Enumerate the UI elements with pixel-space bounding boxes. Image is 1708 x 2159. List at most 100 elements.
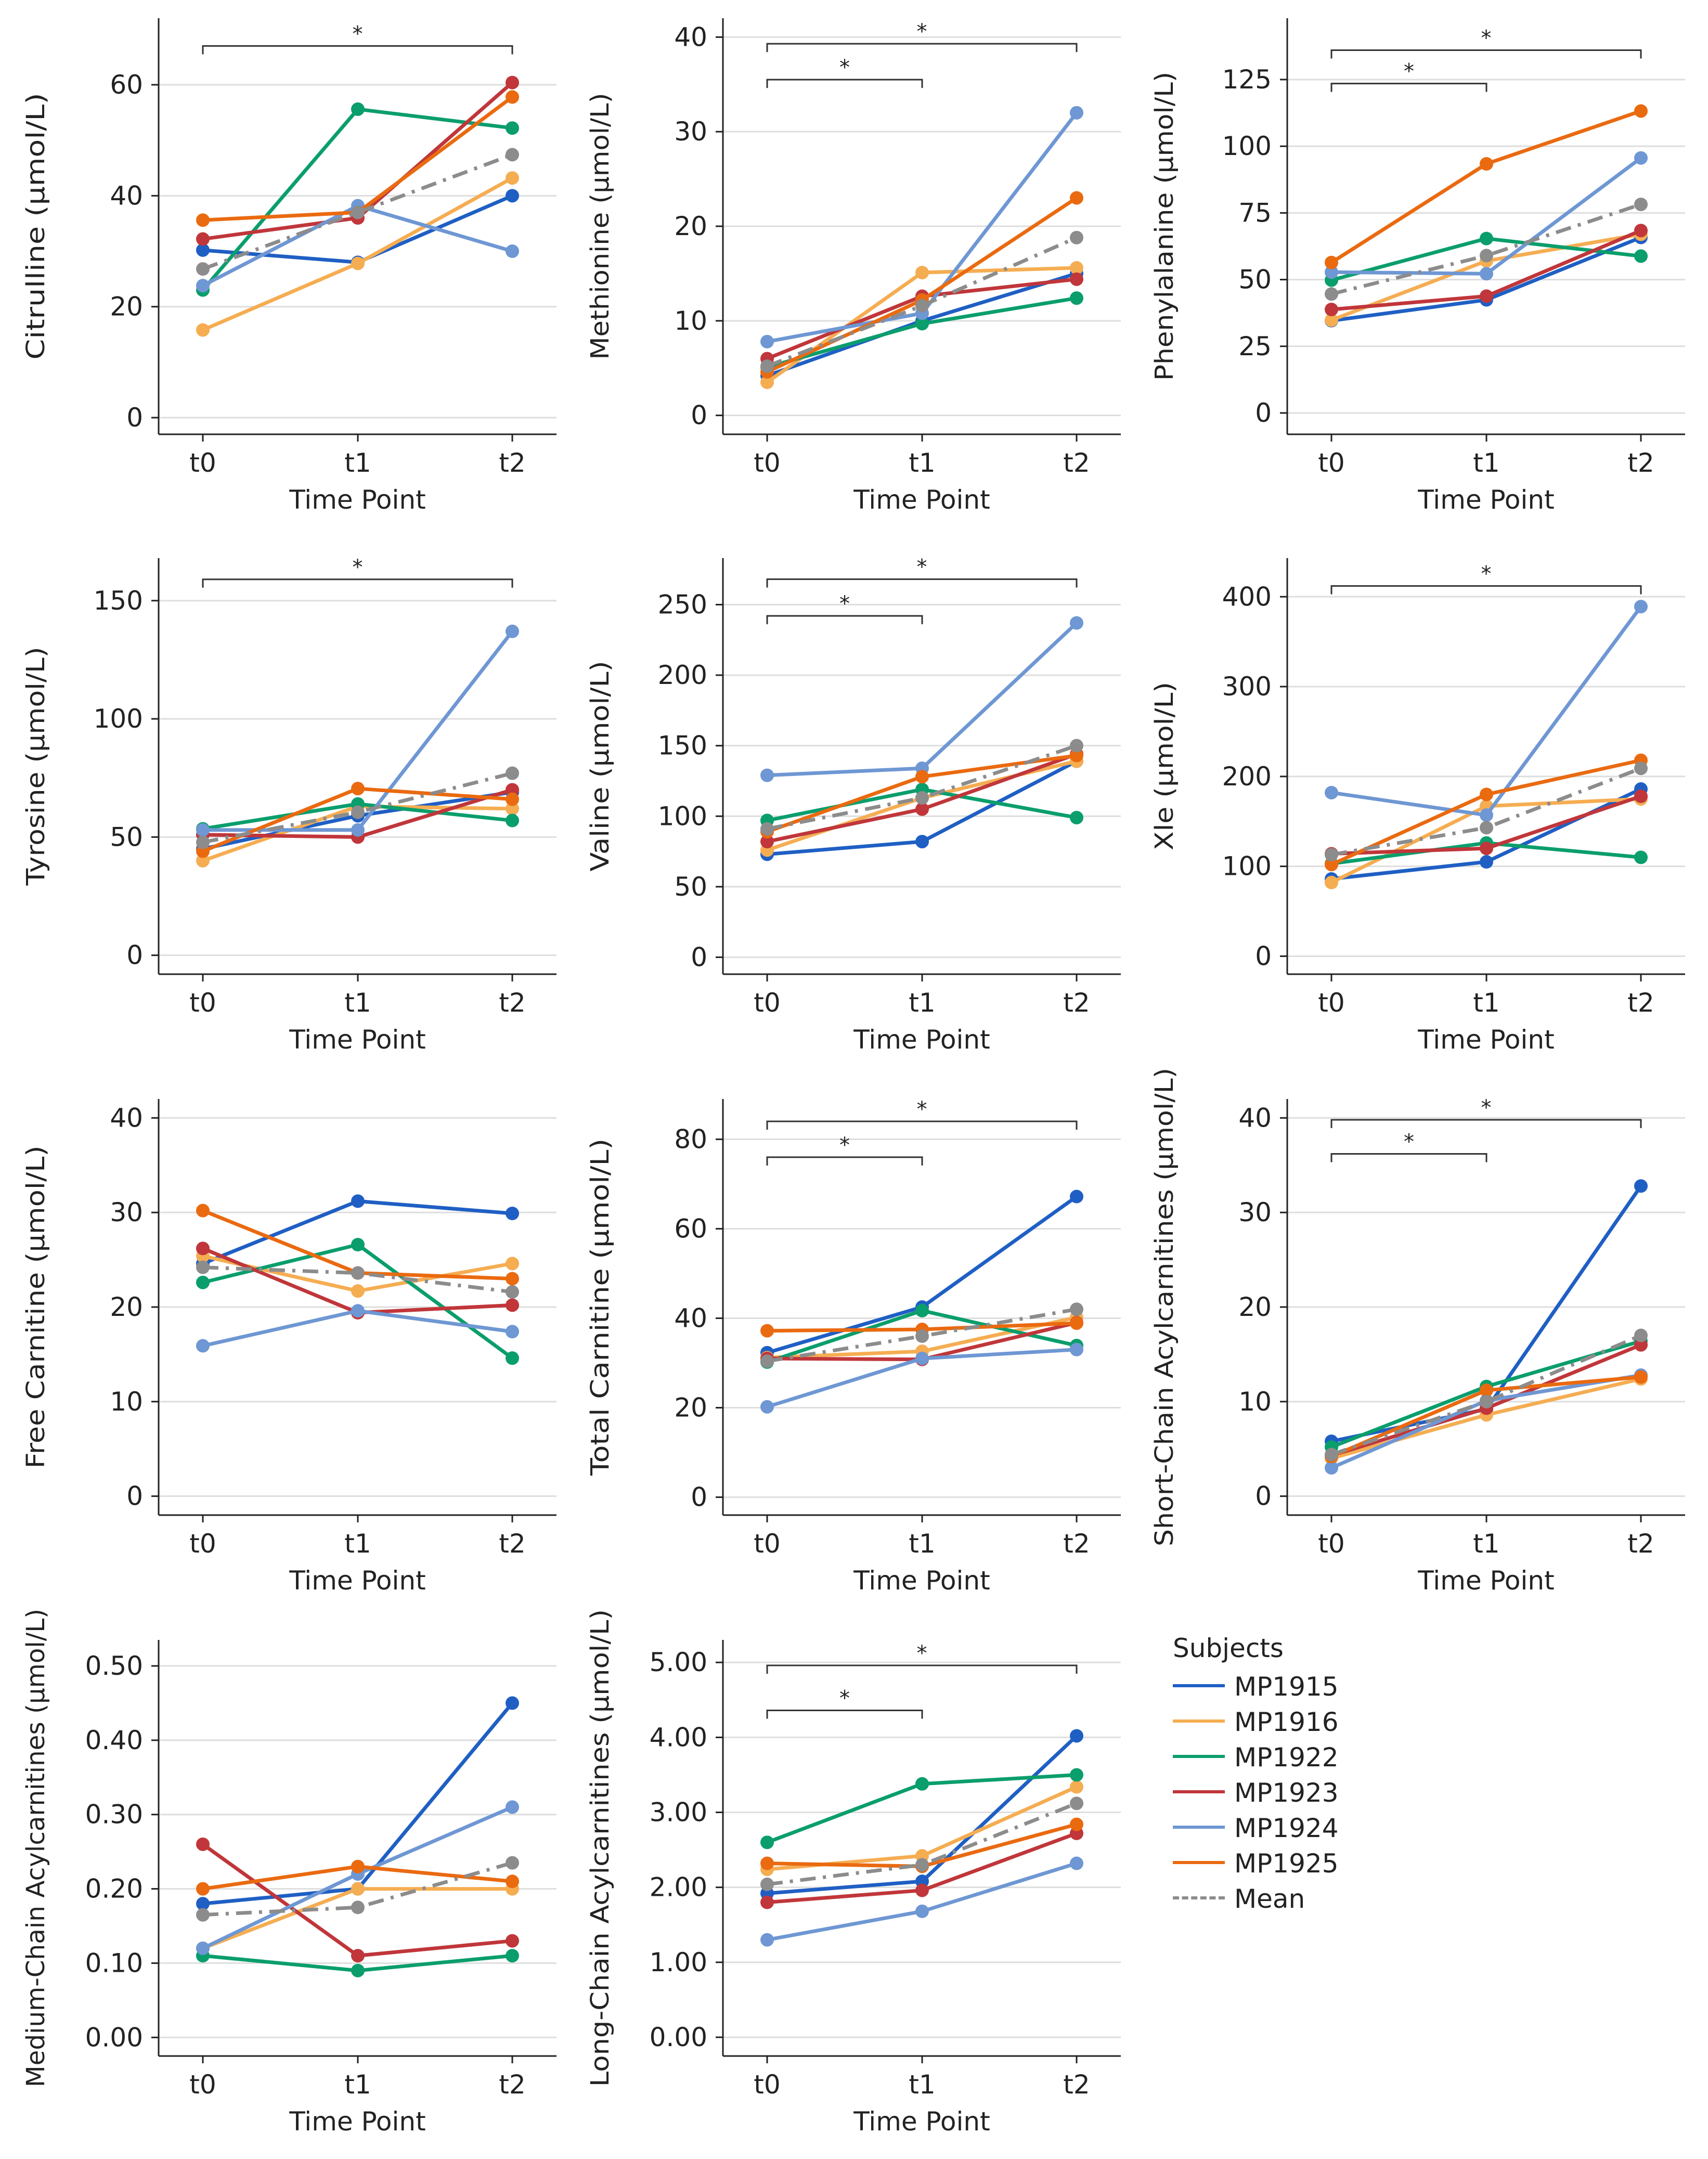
x-tick-label: t0 — [1318, 988, 1344, 1018]
y-axis-label: Short-Chain Acylcarnitines (µmol/L) — [1150, 1068, 1179, 1546]
data-point — [1634, 789, 1648, 803]
data-point — [1634, 104, 1648, 118]
x-axis-label: Time Point — [853, 2106, 990, 2137]
data-point — [196, 323, 210, 337]
data-point — [1325, 875, 1338, 889]
data-point — [506, 1856, 519, 1870]
data-point — [1634, 249, 1648, 263]
data-point — [915, 802, 929, 816]
series-mp1924 — [760, 1342, 1083, 1414]
series-mean — [760, 230, 1083, 373]
significance-bracket — [1330, 1119, 1642, 1128]
significance-bracket — [766, 1120, 1078, 1130]
series-mp1923 — [1325, 224, 1648, 316]
legend-item-mp1916: MP1916 — [1173, 1704, 1464, 1737]
y-tick-label: 0.20 — [85, 1874, 143, 1904]
data-point — [1325, 303, 1338, 316]
data-point — [1480, 855, 1493, 869]
y-axis-label: Tyrosine (µmol/L) — [21, 647, 50, 886]
legend-label: MP1916 — [1234, 1707, 1339, 1737]
y-tick-label: 30 — [1238, 1197, 1272, 1227]
series-line — [767, 622, 1078, 778]
y-tick-label: 0 — [691, 400, 707, 431]
data-point — [351, 1284, 365, 1298]
data-point — [915, 1777, 929, 1791]
data-point — [1325, 1447, 1338, 1462]
legend-swatch — [1173, 1896, 1225, 1899]
data-point — [1480, 808, 1493, 822]
y-tick-label: 40 — [674, 22, 707, 52]
significance-bracket — [766, 615, 923, 625]
data-point — [506, 1285, 519, 1299]
data-point — [196, 1339, 210, 1353]
y-tick-label: 0.50 — [85, 1651, 143, 1681]
data-point — [506, 1207, 519, 1220]
x-tick-label: t1 — [909, 448, 935, 478]
data-point — [1480, 267, 1493, 281]
data-point — [1480, 787, 1493, 801]
y-tick-label: 50 — [674, 872, 707, 902]
data-point — [196, 1242, 210, 1256]
data-point — [196, 213, 210, 227]
x-tick-label: t1 — [344, 1529, 371, 1559]
y-tick-label: 30 — [674, 117, 707, 147]
data-point — [1070, 616, 1083, 630]
y-tick-label: 0 — [1255, 941, 1272, 971]
significance-bracket — [202, 578, 513, 588]
data-point — [1325, 785, 1338, 799]
data-point — [1480, 842, 1493, 856]
significance-bracket — [766, 578, 1078, 588]
x-tick-label: t2 — [1627, 1529, 1654, 1559]
series-line — [1331, 202, 1642, 296]
y-axis-label: Long-Chain Acylcarnitines (µmol/L) — [586, 1609, 615, 2087]
data-point — [351, 805, 365, 819]
y-tick-label: 60 — [110, 70, 143, 100]
x-tick-label: t1 — [344, 988, 371, 1018]
data-point — [506, 121, 519, 135]
data-point — [760, 1324, 774, 1338]
data-point — [915, 791, 929, 805]
significance-bracket — [766, 1710, 923, 1719]
significance-bracket — [202, 45, 513, 55]
y-tick-label: 0.30 — [85, 1800, 143, 1830]
data-point — [506, 783, 519, 797]
data-point — [506, 1800, 519, 1814]
significance-label: * — [839, 1686, 850, 1710]
legend-item-mp1925: MP1925 — [1173, 1845, 1464, 1879]
data-point — [1480, 249, 1493, 263]
series-mp1916 — [760, 261, 1083, 389]
y-tick-label: 3.00 — [650, 1798, 707, 1828]
significance-label: * — [353, 22, 363, 46]
significance-label: * — [1481, 562, 1492, 586]
data-point — [506, 189, 519, 203]
significance-bracket — [1330, 83, 1487, 92]
data-point — [1070, 261, 1083, 275]
y-tick-label: 1.00 — [650, 1947, 707, 1977]
y-axis-label: Citrulline (µmol/L) — [21, 93, 50, 360]
y-tick-label: 4.00 — [650, 1722, 707, 1752]
legend-item-mp1924: MP1924 — [1173, 1810, 1464, 1843]
legend-item-mp1923: MP1923 — [1173, 1775, 1464, 1808]
data-point — [760, 768, 774, 782]
data-point — [196, 1941, 210, 1955]
significance-label: * — [353, 555, 363, 579]
data-point — [506, 171, 519, 185]
data-point — [1325, 313, 1338, 327]
significance-label: * — [1481, 1096, 1492, 1120]
data-point — [1070, 272, 1083, 286]
series-mean — [760, 1302, 1083, 1368]
data-point — [915, 1904, 929, 1918]
legend-label: MP1923 — [1234, 1778, 1339, 1808]
chart-phenylalanine: 0 25 50 75 100 125 t0 t1 t2 Time Point Phenylalani… — [1150, 18, 1685, 515]
y-tick-label: 0 — [691, 942, 707, 972]
data-point — [1070, 191, 1083, 205]
y-tick-label: 0 — [691, 1482, 707, 1512]
x-axis-label: Time Point — [853, 1025, 990, 1055]
legend-label: MP1925 — [1234, 1848, 1339, 1879]
data-point — [351, 205, 365, 219]
data-point — [196, 243, 210, 257]
data-point — [351, 102, 365, 116]
data-point — [351, 1859, 365, 1873]
data-point — [351, 1963, 365, 1977]
data-point — [506, 801, 519, 816]
